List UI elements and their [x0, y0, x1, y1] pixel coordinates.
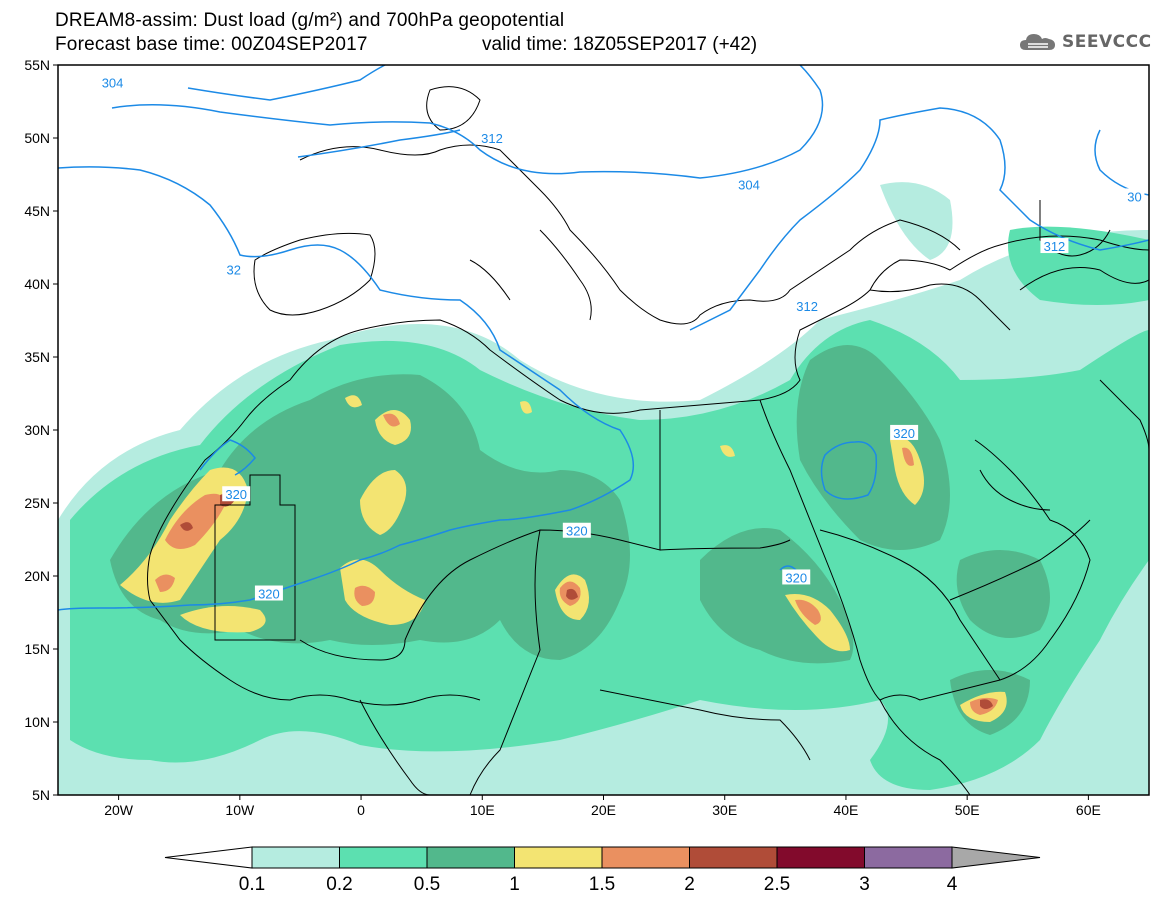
longitude-axis: 20W 10W 0 10E 20E 30E 40E 50E 60E [104, 795, 1101, 818]
contour-label-bg [98, 74, 127, 90]
dust-fields [58, 182, 1149, 795]
lat-tick-label: 55N [24, 57, 50, 73]
colorbar-under-triangle [164, 846, 253, 869]
dust-2-layer [180, 493, 993, 709]
lon-tick-label: 0 [357, 802, 365, 818]
contour-label: 304 [102, 76, 124, 91]
lon-tick-label: 20E [591, 802, 616, 818]
contour-label: 30 [1127, 189, 1141, 204]
contour-label-bg [1040, 238, 1069, 254]
colorbar-tick-label: 1 [509, 874, 520, 895]
map-title: DREAM8-assim: Dust load (g/m²) and 700hP… [55, 10, 565, 31]
colorbar-tick-label: 0.2 [326, 874, 352, 895]
colorbar-swatch [864, 846, 953, 869]
contour-label-bg [222, 486, 251, 502]
lat-tick-label: 15N [24, 641, 50, 657]
colorbar-swatch [514, 846, 603, 869]
colorbar-tick-label: 3 [859, 874, 870, 895]
lat-tick-label: 5N [32, 787, 50, 803]
colorbar-tick-label: 4 [947, 874, 958, 895]
contour-label-bg [254, 585, 283, 601]
contour-label: 312 [481, 131, 503, 146]
lat-tick-label: 35N [24, 349, 50, 365]
lat-tick-label: 10N [24, 714, 50, 730]
cloud-icon [1020, 34, 1055, 50]
latitude-axis: 55N 50N 45N 40N 35N 30N 25N 20N 15N 10N 5N [24, 57, 58, 803]
contour-label-bg [734, 176, 763, 192]
contour-label: 312 [796, 299, 818, 314]
contour-label: 32 [227, 262, 241, 277]
colorbar-tick-label: 0.1 [239, 874, 265, 895]
colorbar-swatch [251, 846, 340, 869]
lat-tick-label: 45N [24, 203, 50, 219]
contour-label-bg [890, 424, 919, 440]
contour-label-bg [477, 130, 506, 145]
contour-label-bg [1124, 188, 1145, 204]
lon-tick-label: 10W [225, 802, 255, 818]
contour-label: 320 [893, 426, 915, 441]
contour-label-bg [782, 569, 811, 585]
colorbar-swatch [601, 846, 690, 869]
colorbar: 0.1 0.2 0.5 1 1.5 2 2.5 3 4 [164, 846, 1041, 895]
lat-tick-label: 20N [24, 568, 50, 584]
lat-tick-label: 30N [24, 422, 50, 438]
lon-tick-label: 40E [833, 802, 858, 818]
contour-label-bg [223, 261, 244, 277]
lat-tick-label: 25N [24, 495, 50, 511]
contour-labels: 304 312 304 312 30 312 32 320 320 320 320 320 [98, 74, 1145, 602]
colorbar-tick-label: 2.5 [764, 874, 790, 895]
contour-label: 320 [785, 570, 807, 585]
lon-tick-label: 10E [470, 802, 495, 818]
contour-label: 320 [225, 487, 247, 502]
colorbar-swatch [426, 846, 515, 869]
lon-tick-label: 50E [955, 802, 980, 818]
lat-tick-label: 50N [24, 130, 50, 146]
colorbar-tick-label: 2 [684, 874, 695, 895]
coastlines [147, 86, 1149, 795]
lon-tick-label: 60E [1076, 802, 1101, 818]
contour-label: 304 [738, 178, 760, 193]
colorbar-tick-label: 1.5 [589, 874, 615, 895]
contour-label: 320 [258, 587, 280, 602]
logo-text: SEEVCCC [1062, 32, 1152, 52]
valid-time: valid time: 18Z05SEP2017 (+42) [482, 34, 758, 55]
lon-tick-label: 30E [712, 802, 737, 818]
colorbar-tick-label: 0.5 [414, 874, 440, 895]
contour-label: 320 [566, 524, 588, 539]
contour-label-bg [793, 297, 822, 313]
colorbar-swatch [339, 846, 428, 869]
colorbar-swatch [776, 846, 865, 869]
contour-label: 312 [1044, 239, 1066, 254]
forecast-base-time: Forecast base time: 00Z04SEP2017 [55, 34, 368, 55]
seevccc-logo: SEEVCCC [1018, 28, 1158, 56]
colorbar-over-triangle [951, 846, 1041, 869]
contour-label-bg [562, 522, 591, 538]
colorbar-swatch [689, 846, 778, 869]
lat-tick-label: 40N [24, 276, 50, 292]
lon-tick-label: 20W [104, 802, 134, 818]
